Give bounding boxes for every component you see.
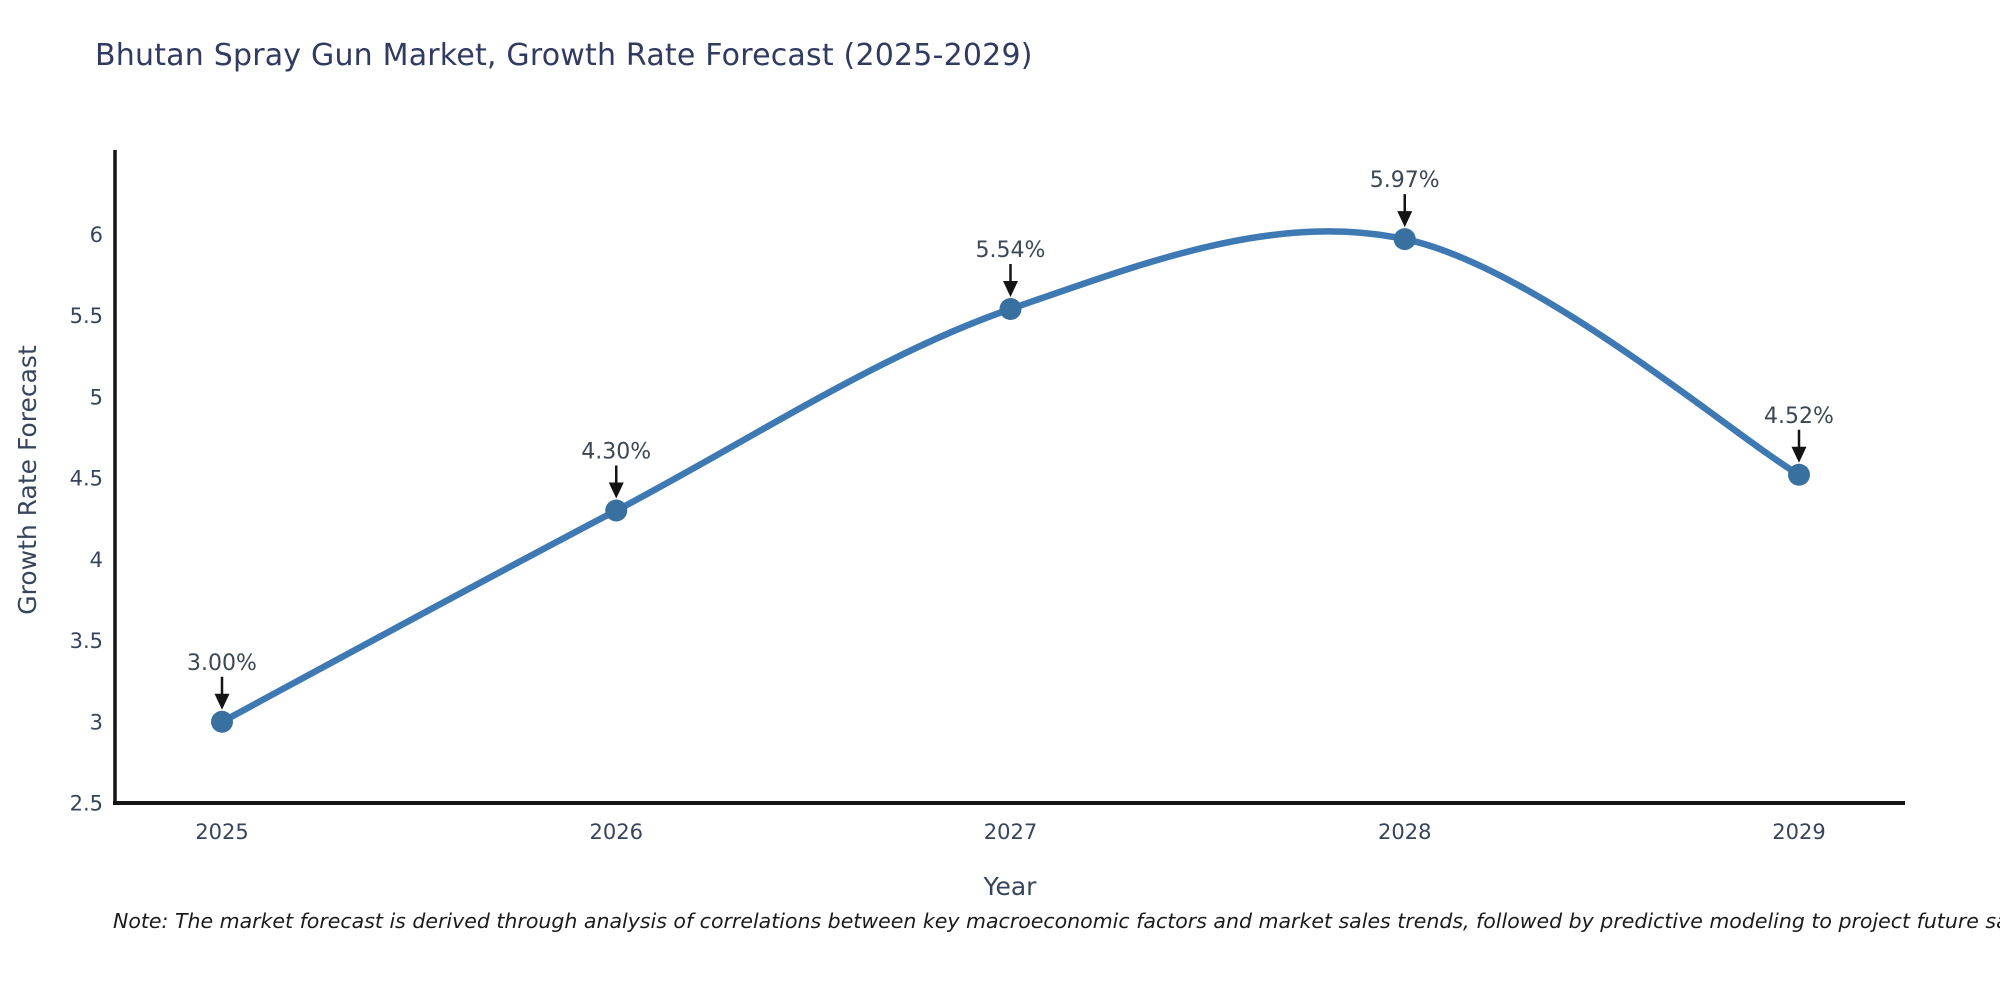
x-tick-label: 2027 (984, 820, 1037, 844)
x-tick-label: 2028 (1378, 820, 1431, 844)
y-tick-label: 3.5 (70, 629, 103, 653)
x-tick-label: 2029 (1772, 820, 1825, 844)
data-point-marker (1788, 463, 1810, 486)
footnote: Note: The market forecast is derived thr… (113, 909, 2000, 933)
annotation-arrowhead (1791, 446, 1807, 463)
data-point-marker (1393, 228, 1416, 251)
y-tick-label: 5 (90, 385, 103, 409)
chart-title: Bhutan Spray Gun Market, Growth Rate For… (95, 38, 1033, 73)
x-tick-label: 2025 (195, 820, 248, 844)
data-point-label: 5.54% (976, 238, 1046, 263)
y-tick-label: 2.5 (70, 792, 103, 816)
y-tick-label: 5.5 (70, 304, 103, 328)
y-tick-label: 6 (90, 223, 103, 247)
data-point-marker (999, 298, 1022, 320)
y-axis-title-text: Growth Rate Forecast (13, 345, 43, 615)
y-tick-label: 3 (90, 710, 103, 734)
y-tick-label: 4 (90, 548, 103, 572)
annotation-arrowhead (1397, 211, 1413, 228)
data-point-label: 4.30% (581, 440, 651, 465)
data-point-marker (211, 710, 233, 733)
x-tick-label: 2026 (590, 820, 643, 844)
y-tick-label: 4.5 (70, 467, 103, 491)
annotation-arrowhead (214, 693, 230, 710)
annotation-arrowhead (1003, 281, 1018, 297)
annotation-arrowhead (608, 482, 624, 499)
data-point-label: 4.52% (1764, 404, 1834, 429)
x-axis-title: Year (983, 872, 1037, 901)
data-point-marker (605, 499, 628, 522)
data-point-label: 3.00% (187, 651, 257, 676)
data-point-label: 5.97% (1370, 168, 1440, 193)
